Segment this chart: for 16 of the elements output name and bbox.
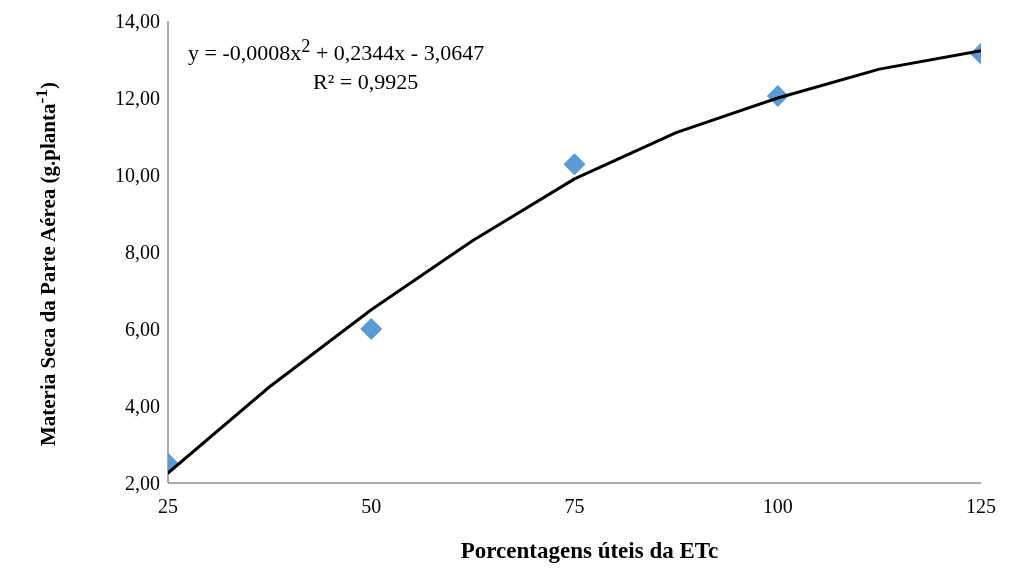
- x-axis-title: Porcentagens úteis da ETc: [459, 538, 720, 564]
- y-tick-label: 14,00: [115, 10, 160, 33]
- x-tick-label: 50: [361, 495, 382, 518]
- x-tick-label: 25: [158, 495, 178, 518]
- y-tick-label: 10,00: [115, 164, 160, 187]
- annotation: R² = 0,9925: [313, 69, 419, 95]
- y-tick-label: 6,00: [125, 318, 160, 341]
- annotation: y = -0,0008x$^{2}$ + 0,2344x - 3,0647: [188, 36, 485, 67]
- y-tick-label: 4,00: [125, 395, 160, 418]
- y-tick-label: 8,00: [125, 241, 160, 264]
- point: [563, 153, 586, 176]
- y-tick-label: 2,00: [125, 472, 160, 495]
- y-tick-label: 12,00: [115, 87, 160, 110]
- x-tick-label: 75: [564, 495, 585, 518]
- x-tick-label: 125: [966, 495, 996, 518]
- x-tick-label: 100: [762, 495, 793, 518]
